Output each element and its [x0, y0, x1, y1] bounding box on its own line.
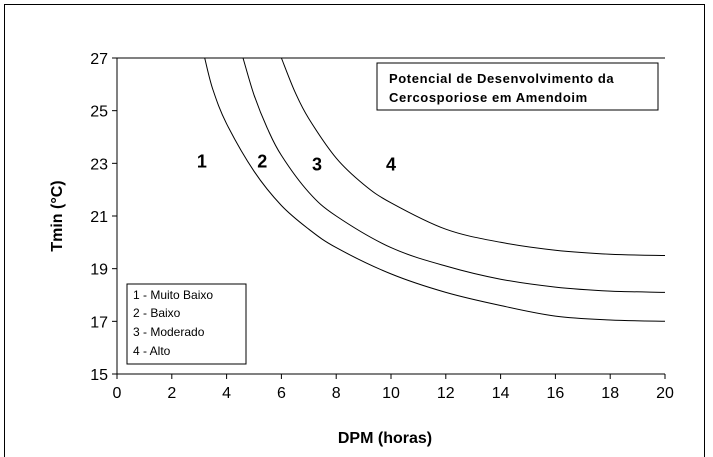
- y-tick-label: 21: [90, 209, 108, 226]
- y-tick-label: 17: [90, 314, 108, 331]
- region-label-4: 4: [386, 154, 396, 174]
- y-tick-label: 19: [90, 262, 108, 279]
- y-axis-ticks: 15 17 19 21 23 25 27: [90, 51, 117, 384]
- x-tick-label: 8: [332, 385, 341, 402]
- x-tick-label: 2: [167, 385, 176, 402]
- title-box-border: [376, 62, 659, 111]
- y-tick-label: 27: [90, 51, 108, 68]
- x-tick-label: 18: [601, 385, 619, 402]
- region-label-2: 2: [257, 152, 267, 172]
- legend-entry-1: 1 - Muito Baixo: [133, 288, 213, 302]
- region-labels: 1 2 3 4: [197, 152, 396, 175]
- x-tick-label: 16: [547, 385, 565, 402]
- x-axis-ticks: 0 2 4 6 8 10 12 14 16 18 20: [113, 374, 674, 402]
- x-tick-label: 12: [437, 385, 455, 402]
- region-label-3: 3: [312, 154, 322, 174]
- y-tick-label: 15: [90, 367, 108, 384]
- x-tick-label: 4: [222, 385, 231, 402]
- legend-border: [126, 283, 247, 365]
- legend-entry-3: 3 - Moderado: [133, 325, 205, 339]
- y-tick-label: 25: [90, 104, 108, 121]
- chart-title-line-1: Potencial de Desenvolvimento da: [389, 71, 614, 86]
- series-curve-2: [242, 57, 666, 293]
- y-axis-title: Tmin (°C): [49, 180, 66, 251]
- chart-title-line-2: Cercosporiose em Amendoim: [389, 90, 588, 105]
- chart-series: [204, 57, 666, 322]
- x-tick-label: 14: [492, 385, 510, 402]
- series-curve-3: [280, 57, 666, 256]
- y-tick-label: 23: [90, 156, 108, 173]
- x-axis-title: DPM (horas): [338, 430, 432, 447]
- x-tick-label: 20: [656, 385, 674, 402]
- legend: 1 - Muito Baixo 2 - Baixo 3 - Moderado 4…: [126, 283, 247, 365]
- x-tick-label: 10: [382, 385, 400, 402]
- chart-frame: [4, 4, 705, 457]
- legend-entry-4: 4 - Alto: [133, 344, 171, 358]
- x-tick-label: 6: [277, 385, 286, 402]
- chart-title-box: Potencial de Desenvolvimento da Cercospo…: [376, 62, 659, 111]
- legend-entry-2: 2 - Baixo: [133, 306, 181, 320]
- region-label-1: 1: [197, 152, 207, 172]
- series-curve-1: [204, 57, 666, 322]
- x-tick-label: 0: [113, 385, 122, 402]
